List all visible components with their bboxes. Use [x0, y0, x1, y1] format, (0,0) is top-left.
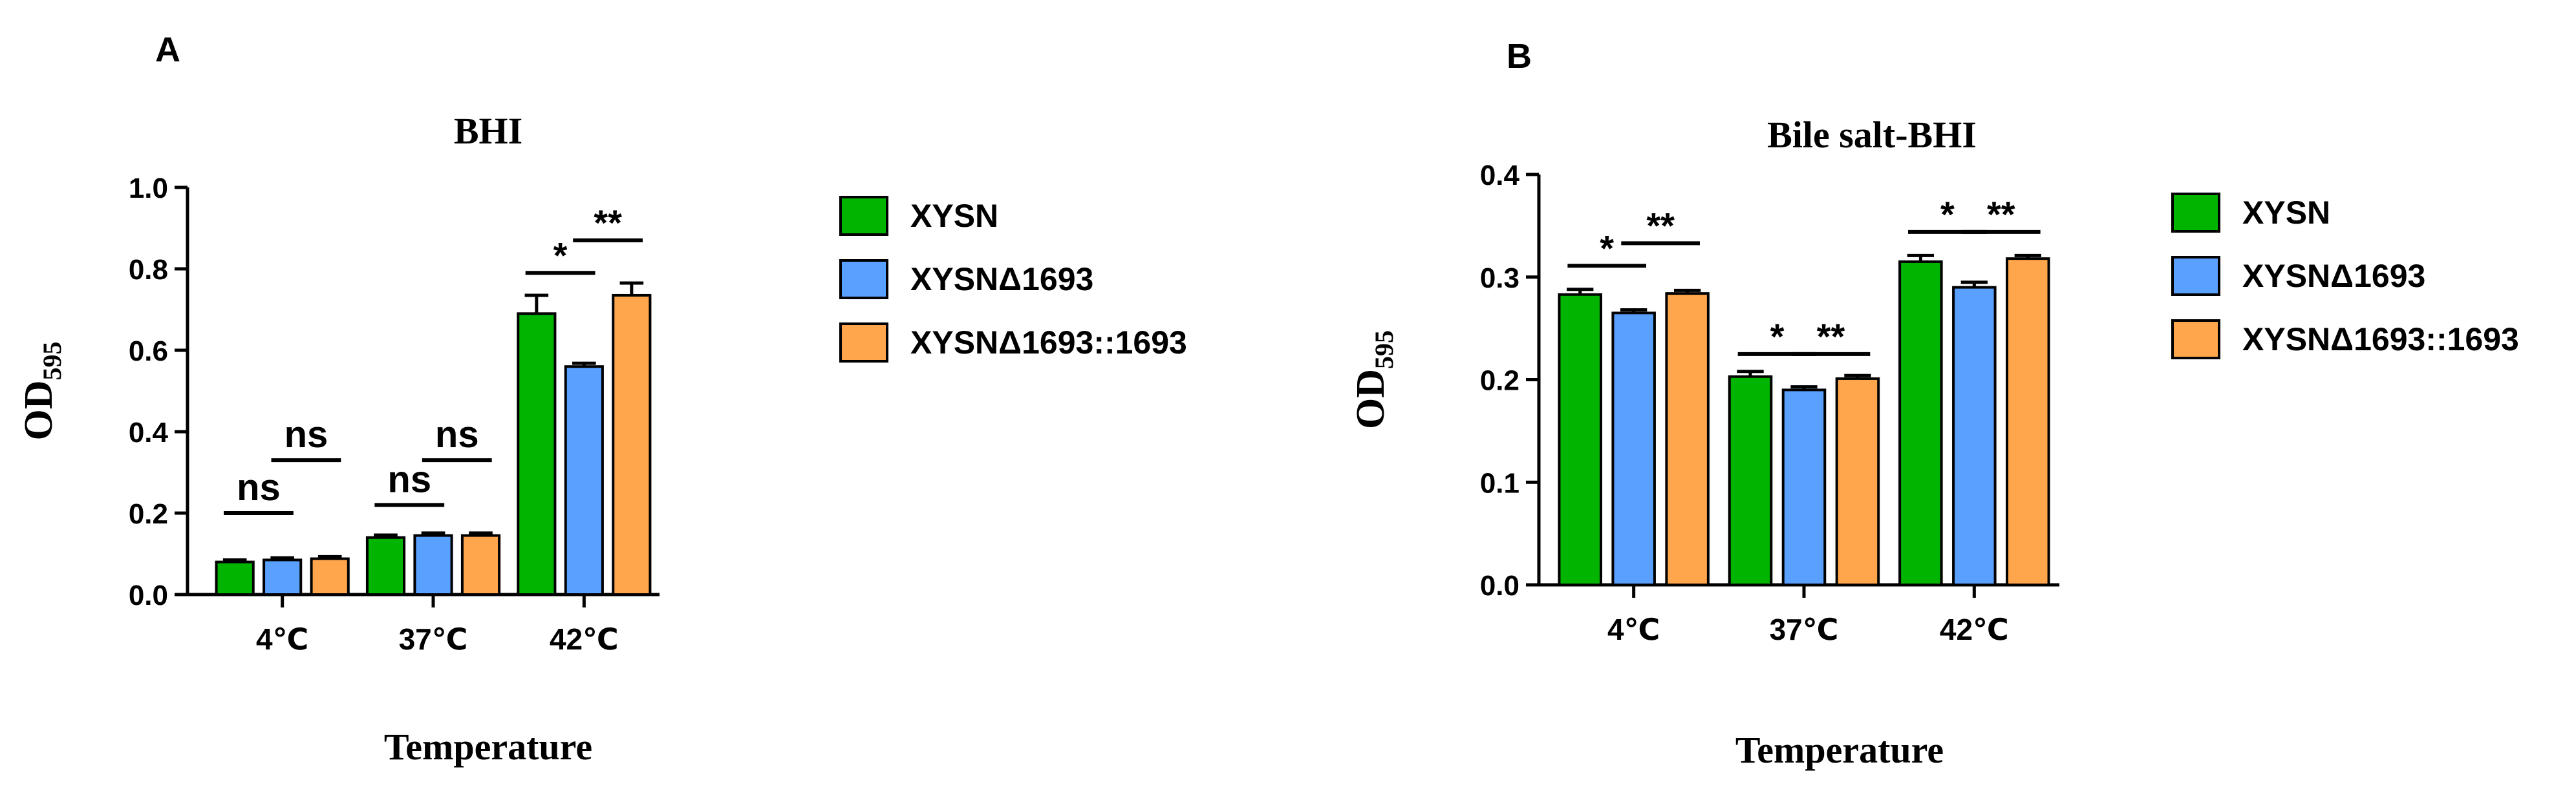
legend-label: XYSN	[910, 198, 998, 234]
legend-label: XYSNΔ1693	[2242, 258, 2425, 294]
y-axis-label: OD595	[17, 342, 67, 441]
y-tick-label: 0.8	[129, 254, 168, 286]
legend-label: XYSNΔ1693::1693	[2242, 321, 2519, 357]
x-category-label: 42℃	[550, 622, 619, 656]
y-axis-label-main: OD	[1349, 369, 1393, 429]
legend-label: XYSNΔ1693	[910, 261, 1093, 297]
bar	[215, 560, 255, 596]
legend-label: XYSNΔ1693::1693	[910, 324, 1187, 361]
bar	[365, 536, 406, 596]
y-tick-label: 0.2	[129, 498, 168, 530]
panel-a: A BHI 0.0 0.2 0.4 0.6 0.8 1.0 OD595 Temperature 4℃…	[17, 30, 1187, 768]
bar	[460, 534, 501, 596]
y-axis-label: OD595	[1349, 330, 1399, 429]
y-tick-label: 0.2	[1480, 365, 1519, 397]
significance-label: **	[1817, 316, 1845, 357]
bar	[1611, 311, 1656, 586]
significance-label: *	[1940, 194, 1955, 235]
x-category-label: 37℃	[1770, 613, 1839, 646]
legend-swatch	[2171, 319, 2220, 359]
x-category-label: 37℃	[399, 622, 468, 656]
x-category-label: 42℃	[1940, 613, 2009, 646]
significance-label: *	[1770, 316, 1785, 357]
chart-title: Bile salt-BHI	[1767, 114, 1977, 156]
x-category-label: 4℃	[1607, 613, 1660, 646]
x-axis-label: Temperature	[384, 726, 592, 768]
bar	[1728, 375, 1773, 586]
y-axis-label-subscript: 595	[1369, 330, 1399, 369]
bar	[1952, 286, 1997, 586]
legend-swatch	[2171, 256, 2220, 296]
panel-letter: A	[155, 30, 180, 69]
bar	[413, 534, 453, 596]
y-tick-label: 0.0	[1480, 570, 1519, 602]
bar	[1898, 260, 1943, 586]
bar	[1558, 293, 1602, 586]
bar	[1665, 292, 1710, 586]
bar	[517, 312, 557, 596]
significance-label: *	[553, 235, 568, 275]
legend-swatch	[839, 196, 888, 236]
bar	[2006, 257, 2050, 586]
bar	[564, 365, 604, 596]
legend-swatch	[839, 259, 888, 299]
bar	[612, 293, 652, 596]
y-axis-label-main: OD	[17, 381, 61, 441]
y-tick-label: 0.4	[1480, 160, 1520, 191]
significance-label: *	[1600, 227, 1614, 268]
panel-b: B Bile salt-BHI 0.0 0.1 0.2 0.3 0.4 OD595 Temper…	[1349, 37, 2519, 771]
significance-label: **	[594, 202, 622, 243]
bar	[1781, 388, 1827, 586]
significance-label: **	[1646, 205, 1675, 246]
bar	[263, 558, 303, 596]
significance-label: ns	[387, 458, 431, 500]
legend-label: XYSN	[2242, 195, 2330, 231]
significance-label: **	[1987, 194, 2015, 235]
y-tick-label: 0.3	[1480, 262, 1519, 294]
legend-swatch	[2171, 193, 2220, 233]
y-tick-label: 0.4	[129, 417, 169, 448]
significance-label: ns	[237, 467, 281, 509]
y-tick-label: 0.0	[129, 580, 168, 611]
legend-swatch	[839, 322, 888, 363]
y-tick-label: 0.6	[129, 335, 168, 367]
significance-label: ns	[435, 414, 479, 456]
y-axis-label-subscript: 595	[38, 342, 67, 381]
bar	[310, 557, 350, 596]
chart-title: BHI	[454, 110, 522, 152]
significance-label: ns	[284, 414, 328, 456]
y-tick-label: 1.0	[129, 173, 168, 204]
panel-letter: B	[1507, 37, 1532, 76]
bar	[1835, 377, 1880, 586]
x-category-label: 4℃	[256, 622, 308, 656]
y-tick-label: 0.1	[1480, 467, 1519, 499]
x-axis-label: Temperature	[1735, 729, 1944, 771]
